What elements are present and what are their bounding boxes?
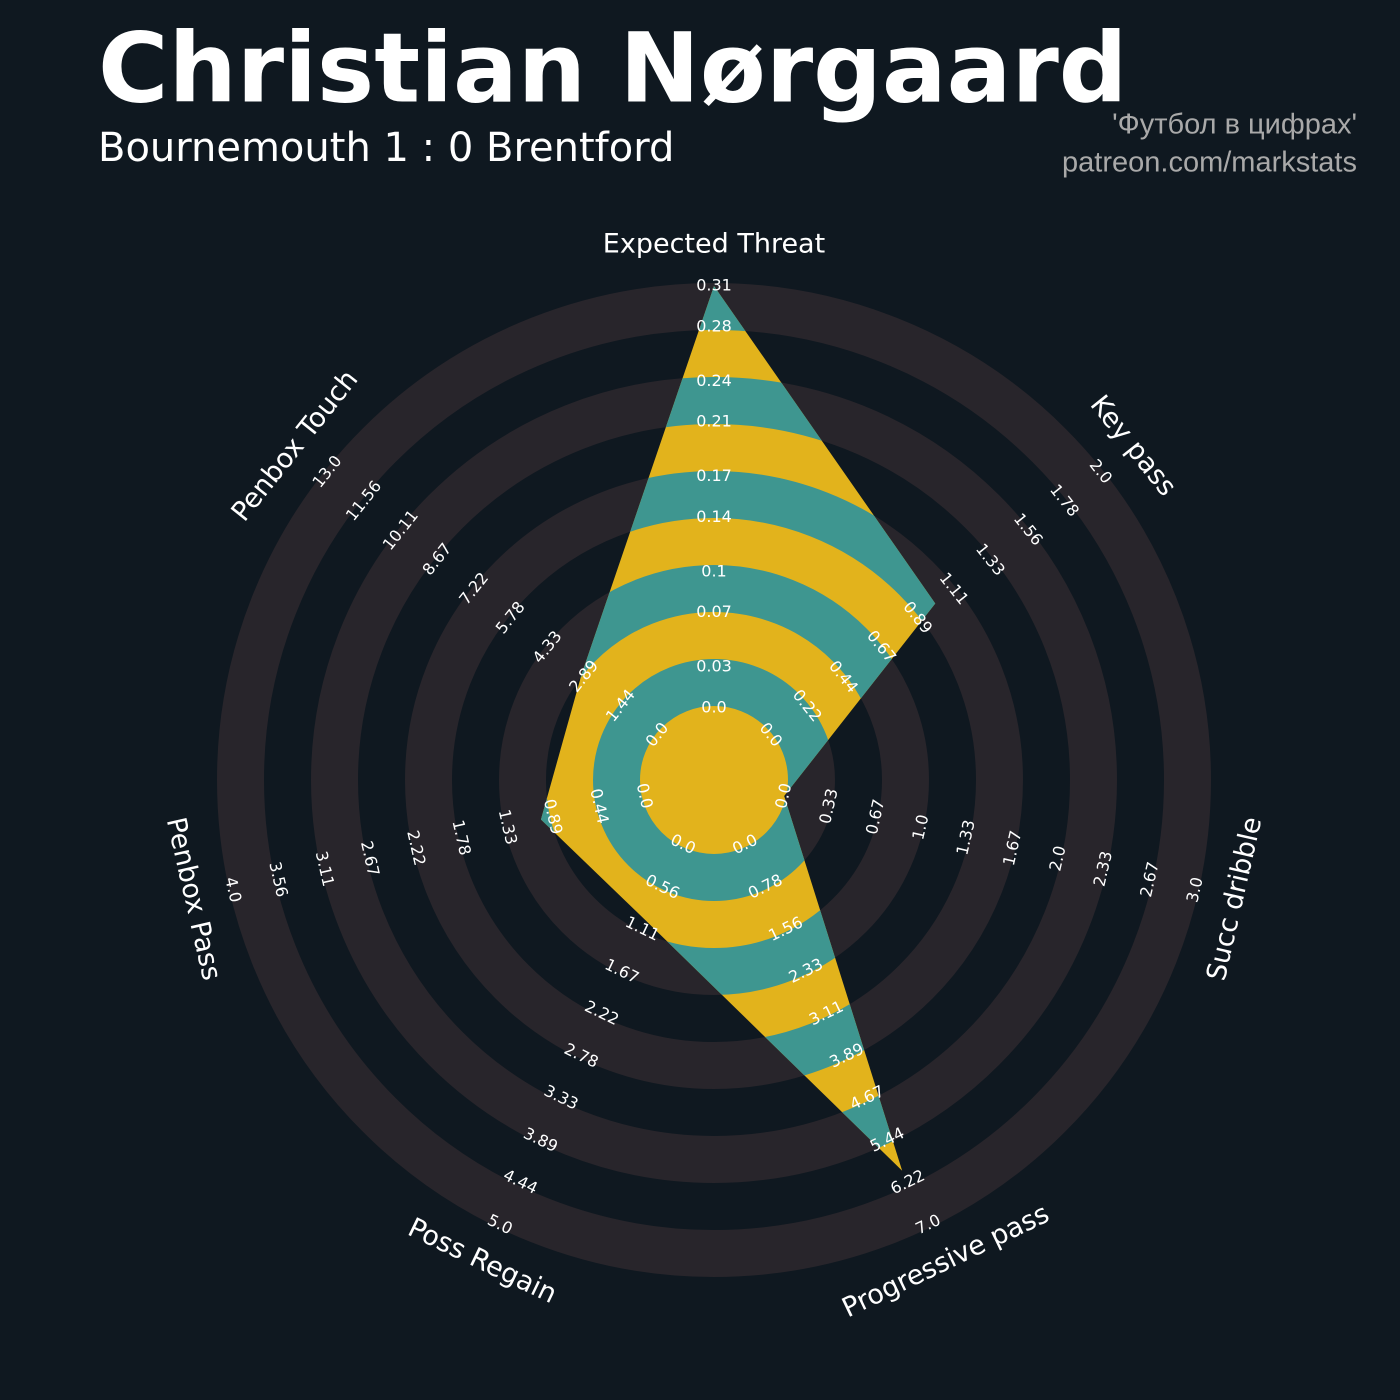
tick-label: 0.1 — [701, 561, 726, 580]
tick-label: 0.17 — [696, 466, 732, 485]
axis-label: Expected Threat — [603, 229, 825, 260]
tick-label: 0.07 — [696, 602, 732, 621]
chart-title: Christian Nørgaard — [98, 12, 1128, 124]
credit: patreon.com/markstats — [1062, 147, 1357, 179]
tick-label: 0.31 — [696, 276, 732, 295]
radar-ring — [540, 286, 936, 1171]
tick-label: 0.0 — [701, 698, 726, 717]
tick-label: 0.14 — [696, 507, 732, 526]
tick-label: 0.03 — [696, 657, 732, 676]
tick-label: 0.28 — [696, 316, 732, 335]
chart-subtitle: Bournemouth 1 : 0 Brentford — [98, 125, 674, 171]
tick-label: 0.24 — [696, 371, 732, 390]
credit: 'Футбол в цифрах' — [1112, 109, 1357, 141]
tick-label: 0.21 — [696, 412, 732, 431]
